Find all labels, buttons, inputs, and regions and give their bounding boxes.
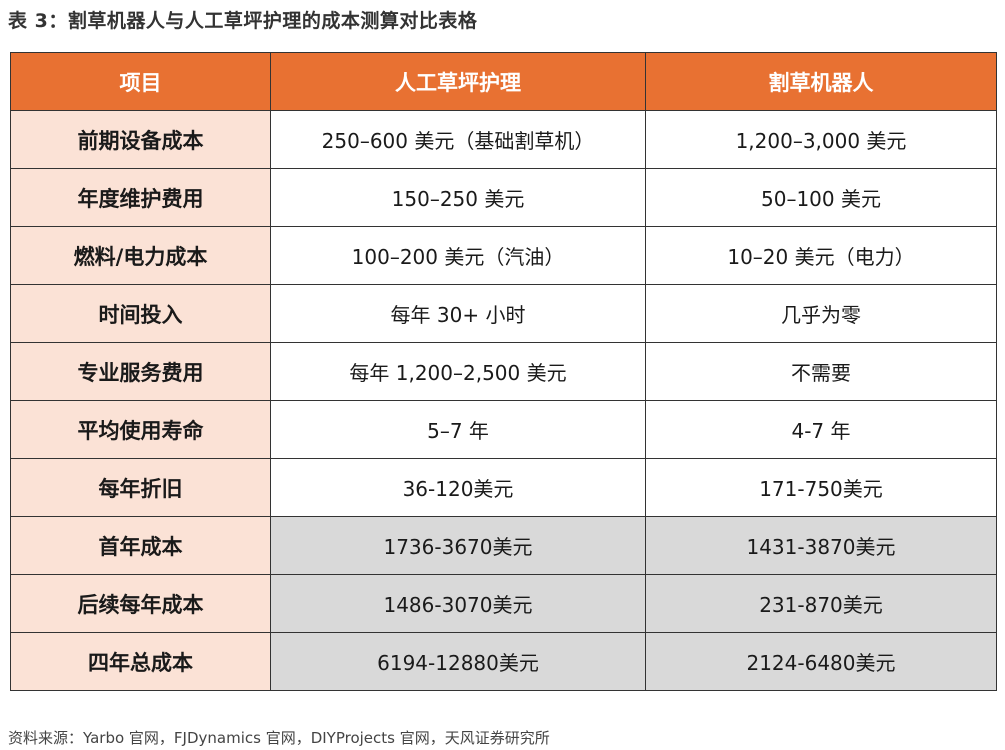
manual-cost-cell: 5–7 年 xyxy=(270,400,646,459)
robot-cost-cell: 50–100 美元 xyxy=(645,168,997,227)
robot-cost-cell: 231-870美元 xyxy=(645,574,997,633)
row-label: 年度维护费用 xyxy=(10,168,271,227)
robot-cost-cell: 4-7 年 xyxy=(645,400,997,459)
table-title: 表 3：割草机器人与人工草坪护理的成本测算对比表格 xyxy=(8,10,478,32)
row-label: 专业服务费用 xyxy=(10,342,271,401)
table-row: 专业服务费用 每年 1,200–2,500 美元 不需要 xyxy=(10,342,997,401)
manual-cost-cell: 36-120美元 xyxy=(270,458,646,517)
table-row: 后续每年成本 1486-3070美元 231-870美元 xyxy=(10,574,997,633)
manual-cost-cell: 1486-3070美元 xyxy=(270,574,646,633)
robot-cost-cell: 10–20 美元（电力） xyxy=(645,226,997,285)
manual-cost-cell: 每年 30+ 小时 xyxy=(270,284,646,343)
row-label: 四年总成本 xyxy=(10,632,271,691)
robot-cost-cell: 1431-3870美元 xyxy=(645,516,997,575)
table-row: 前期设备成本 250–600 美元（基础割草机） 1,200–3,000 美元 xyxy=(10,110,997,169)
row-label: 后续每年成本 xyxy=(10,574,271,633)
robot-cost-cell: 171-750美元 xyxy=(645,458,997,517)
row-label: 燃料/电力成本 xyxy=(10,226,271,285)
row-label: 时间投入 xyxy=(10,284,271,343)
table-row: 燃料/电力成本 100–200 美元（汽油） 10–20 美元（电力） xyxy=(10,226,997,285)
table-row: 平均使用寿命 5–7 年 4-7 年 xyxy=(10,400,997,459)
manual-cost-cell: 100–200 美元（汽油） xyxy=(270,226,646,285)
table-row: 首年成本 1736-3670美元 1431-3870美元 xyxy=(10,516,997,575)
row-label: 每年折旧 xyxy=(10,458,271,517)
robot-cost-cell: 2124-6480美元 xyxy=(645,632,997,691)
robot-cost-cell: 1,200–3,000 美元 xyxy=(645,110,997,169)
table-row: 每年折旧 36-120美元 171-750美元 xyxy=(10,458,997,517)
row-label: 前期设备成本 xyxy=(10,110,271,169)
header-robot: 割草机器人 xyxy=(645,52,997,111)
manual-cost-cell: 1736-3670美元 xyxy=(270,516,646,575)
table-row: 年度维护费用 150–250 美元 50–100 美元 xyxy=(10,168,997,227)
manual-cost-cell: 150–250 美元 xyxy=(270,168,646,227)
row-label: 首年成本 xyxy=(10,516,271,575)
manual-cost-cell: 每年 1,200–2,500 美元 xyxy=(270,342,646,401)
source-note: 资料来源：Yarbo 官网，FJDynamics 官网，DIYProjects … xyxy=(8,729,550,747)
header-manual: 人工草坪护理 xyxy=(270,52,646,111)
row-label: 平均使用寿命 xyxy=(10,400,271,459)
manual-cost-cell: 6194-12880美元 xyxy=(270,632,646,691)
manual-cost-cell: 250–600 美元（基础割草机） xyxy=(270,110,646,169)
robot-cost-cell: 几乎为零 xyxy=(645,284,997,343)
table-row: 四年总成本 6194-12880美元 2124-6480美元 xyxy=(10,632,997,691)
cost-comparison-table: 项目 人工草坪护理 割草机器人 前期设备成本 250–600 美元（基础割草机） 1… xyxy=(10,52,997,691)
header-item: 项目 xyxy=(10,52,271,111)
table-row: 时间投入 每年 30+ 小时 几乎为零 xyxy=(10,284,997,343)
header-row: 项目 人工草坪护理 割草机器人 xyxy=(10,52,997,111)
robot-cost-cell: 不需要 xyxy=(645,342,997,401)
